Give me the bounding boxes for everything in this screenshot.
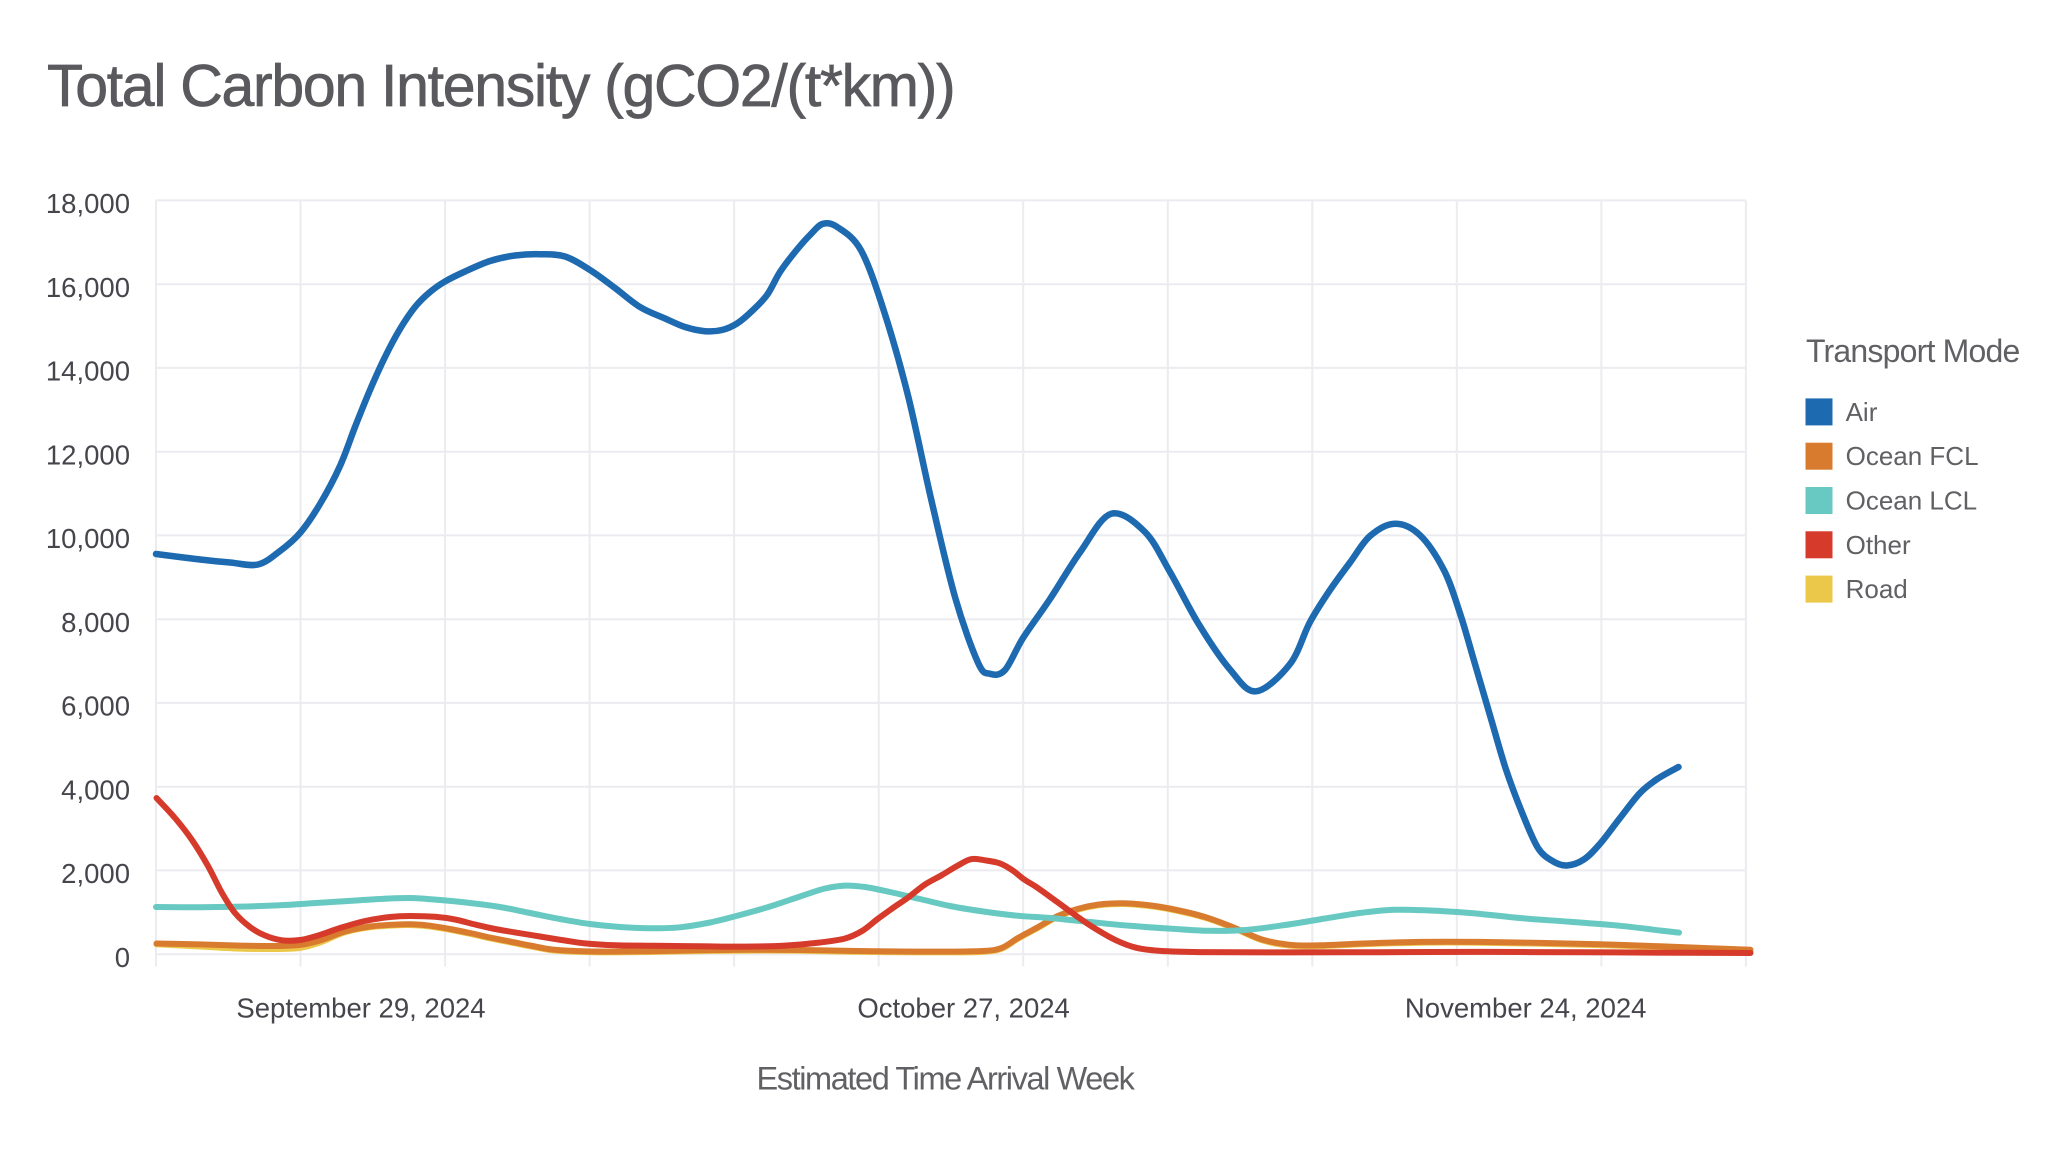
- svg-text:Transport Mode: Transport Mode: [1806, 333, 2020, 369]
- svg-text:Air: Air: [1846, 397, 1878, 427]
- svg-text:8,000: 8,000: [61, 607, 130, 638]
- svg-text:14,000: 14,000: [46, 356, 130, 387]
- svg-text:Estimated Time Arrival Week: Estimated Time Arrival Week: [756, 1061, 1135, 1097]
- svg-text:18,000: 18,000: [46, 188, 130, 219]
- svg-text:Ocean FCL: Ocean FCL: [1846, 441, 1979, 471]
- svg-text:6,000: 6,000: [61, 691, 130, 722]
- svg-text:Ocean LCL: Ocean LCL: [1846, 486, 1978, 516]
- svg-text:November 24, 2024: November 24, 2024: [1405, 993, 1647, 1024]
- svg-text:10,000: 10,000: [46, 523, 130, 554]
- svg-text:October 27, 2024: October 27, 2024: [857, 993, 1070, 1024]
- svg-text:September 29, 2024: September 29, 2024: [236, 993, 485, 1024]
- svg-text:Total Carbon Intensity (gCO2/(: Total Carbon Intensity (gCO2/(t*km)): [47, 53, 954, 119]
- svg-text:12,000: 12,000: [46, 439, 130, 470]
- svg-text:16,000: 16,000: [46, 272, 130, 303]
- svg-text:Other: Other: [1846, 530, 1911, 560]
- svg-text:0: 0: [115, 942, 130, 973]
- svg-text:2,000: 2,000: [61, 858, 130, 889]
- svg-text:Road: Road: [1846, 574, 1908, 604]
- svg-text:4,000: 4,000: [61, 774, 130, 805]
